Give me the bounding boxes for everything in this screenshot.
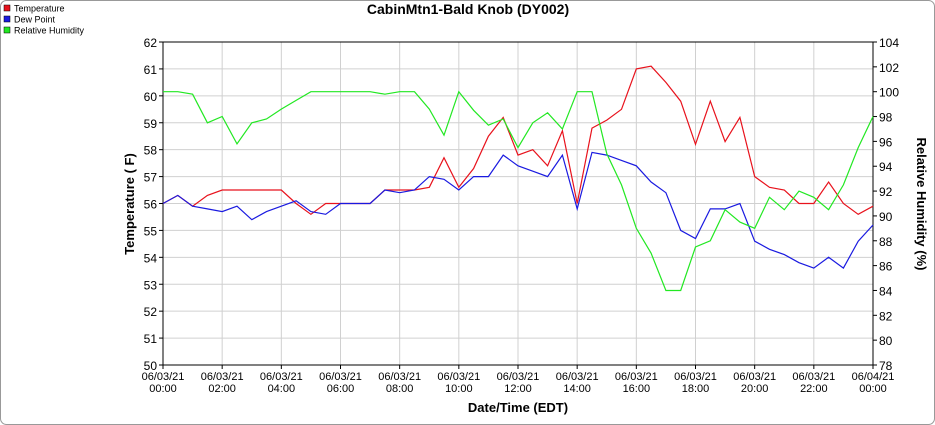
- y2-tick-label: 100: [879, 86, 899, 100]
- x-tick-label: 06/04/21 00:00: [852, 371, 895, 395]
- x-axis-title: Date/Time (EDT): [468, 400, 568, 415]
- x-tick-label: 06/03/21 00:00: [142, 371, 185, 395]
- x-tick-label: 06/03/21 12:00: [497, 371, 540, 395]
- y2-tick-label: 82: [879, 309, 893, 323]
- x-tick-label: 06/03/21 08:00: [378, 371, 421, 395]
- x-tick-label: 06/03/21 10:00: [437, 371, 480, 395]
- x-tick-label: 06/03/21 06:00: [319, 371, 362, 395]
- x-tick-label: 06/03/21 02:00: [201, 371, 244, 395]
- legend-label: Relative Humidity: [14, 26, 85, 36]
- y2-tick-label: 92: [879, 185, 893, 199]
- legend-swatch: [3, 26, 11, 34]
- y-tick-label: 55: [144, 224, 158, 238]
- y2-tick-label: 80: [879, 334, 893, 348]
- y2-tick-label: 88: [879, 235, 893, 249]
- series-line: [163, 90, 874, 292]
- y-tick-label: 52: [144, 305, 158, 319]
- y-tick-label: 59: [144, 117, 158, 131]
- y-tick-label: 57: [144, 171, 158, 185]
- y-tick-label: 53: [144, 278, 158, 292]
- legend-label: Dew Point: [14, 15, 56, 25]
- y2-axis-title: Relative Humidity (%): [914, 138, 929, 271]
- y-tick-label: 51: [144, 332, 158, 346]
- y-tick-label: 62: [144, 36, 158, 50]
- y-axis-title: Temperature ( F): [122, 153, 137, 255]
- y2-tick-label: 78: [879, 359, 893, 373]
- y2-tick-label: 84: [879, 284, 893, 298]
- y2-tick-label: 104: [879, 36, 899, 50]
- y-tick-label: 58: [144, 144, 158, 158]
- y-tick-label: 50: [144, 359, 158, 373]
- y-tick-label: 61: [144, 63, 158, 77]
- x-tick-label: 06/03/21 14:00: [556, 371, 599, 395]
- y-tick-label: 60: [144, 90, 158, 104]
- legend-label: Temperature: [14, 4, 65, 14]
- legend-swatch: [3, 4, 11, 12]
- y2-tick-label: 98: [879, 111, 893, 125]
- x-tick-label: 06/03/21 20:00: [733, 371, 776, 395]
- y2-tick-label: 94: [879, 160, 893, 174]
- y-tick-label: 54: [144, 251, 158, 265]
- y2-tick-label: 102: [879, 61, 899, 75]
- chart-title: CabinMtn1-Bald Knob (DY002): [367, 1, 569, 17]
- x-tick-label: 06/03/21 16:00: [615, 371, 658, 395]
- legend-swatch: [3, 15, 11, 23]
- series-line: [162, 151, 874, 269]
- y2-tick-label: 86: [879, 260, 893, 274]
- x-tick-label: 06/03/21 18:00: [674, 371, 717, 395]
- y-tick-label: 56: [144, 198, 158, 212]
- x-tick-label: 06/03/21 04:00: [260, 371, 303, 395]
- y2-tick-label: 96: [879, 135, 893, 149]
- series-line: [162, 65, 874, 216]
- x-tick-label: 06/03/21 22:00: [792, 371, 835, 395]
- y2-tick-label: 90: [879, 210, 893, 224]
